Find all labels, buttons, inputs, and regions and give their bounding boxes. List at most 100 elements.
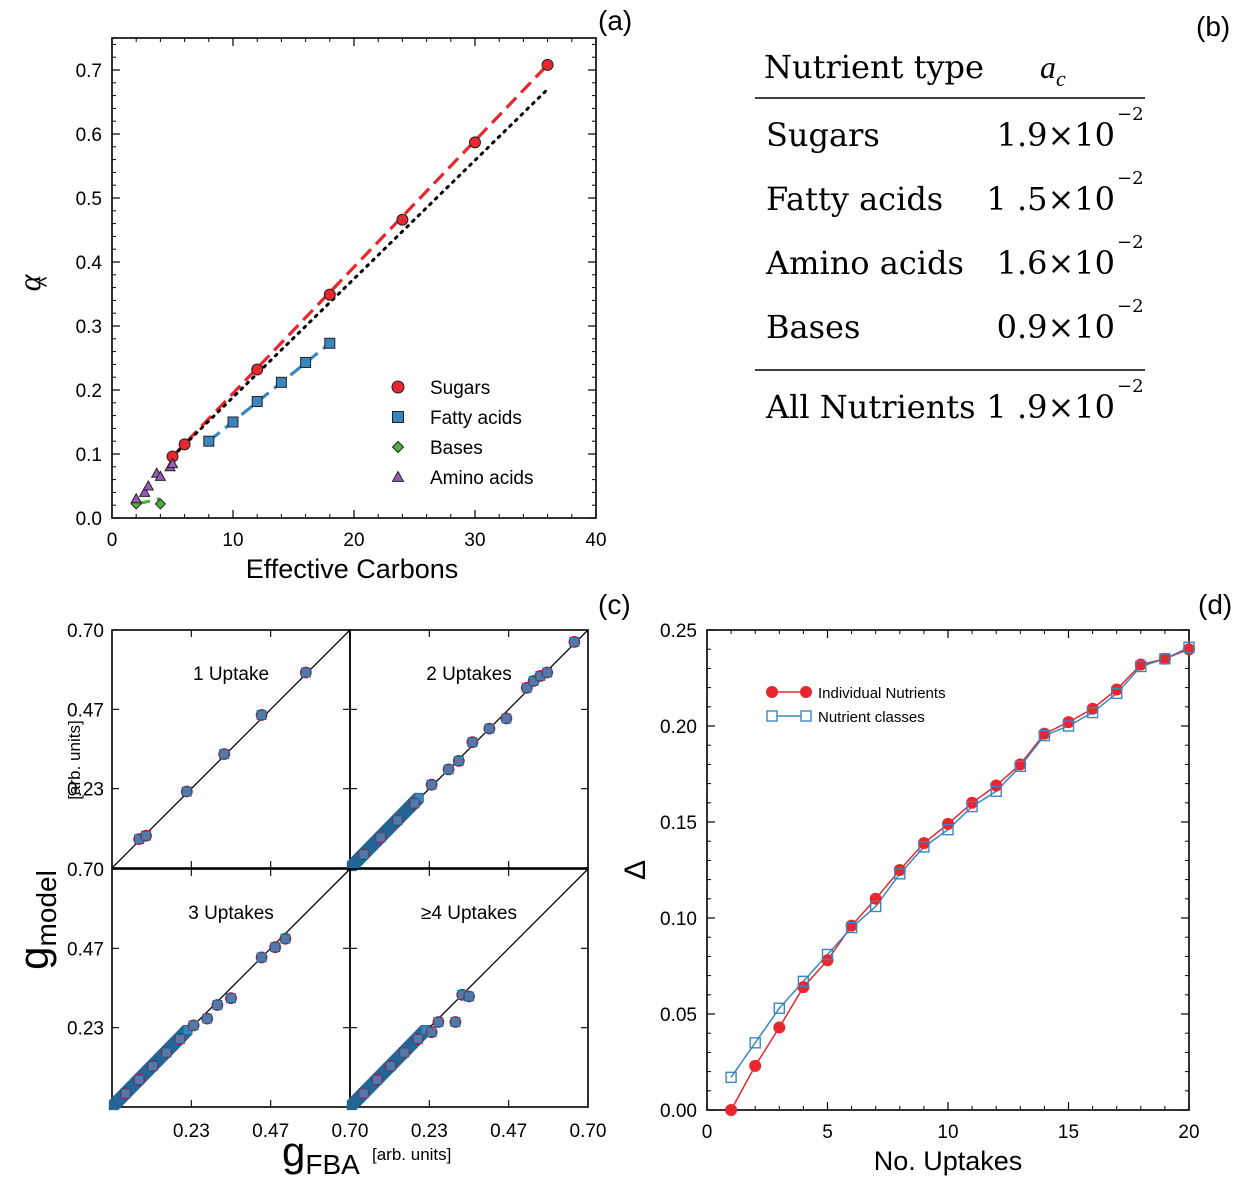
- series-line-individual: [730, 648, 1190, 1111]
- data-point-classes: [797, 975, 810, 988]
- data-point-c: [256, 952, 267, 963]
- legend-label-a: Fatty acids: [430, 408, 522, 429]
- series-line-classes: [730, 646, 1190, 1078]
- data-point-c: [256, 710, 267, 720]
- table-row-exp: −2: [1117, 232, 1144, 253]
- data-point-classes: [749, 1037, 761, 1049]
- data-point-classes: [773, 1002, 785, 1014]
- y-tick-label-c: 0.47: [67, 700, 104, 721]
- y-tick-label-d: 0.05: [660, 1005, 697, 1026]
- data-point-classes: [1038, 729, 1051, 742]
- y-tick-label-a: 0.4: [76, 253, 103, 274]
- data-point-c: [569, 637, 580, 647]
- data-point-c: [392, 815, 403, 826]
- table-row-label: Fatty acids: [766, 180, 943, 218]
- y-tick-label-d: 0.15: [660, 813, 697, 834]
- panel-label-c: (c): [598, 589, 631, 620]
- data-point-c: [372, 1074, 383, 1085]
- legend-marker-a: [391, 440, 405, 454]
- legend-marker-individual: [800, 686, 812, 698]
- x-tick-label-a: 30: [464, 530, 485, 551]
- data-point-classes: [942, 823, 954, 836]
- data-point-classes: [1086, 706, 1099, 719]
- data-point-a: [130, 492, 143, 504]
- table-footer-label: All Nutrients: [765, 388, 976, 426]
- data-point-a: [251, 396, 263, 408]
- y-axis-label-a: α: [11, 273, 47, 291]
- data-point-c: [358, 849, 369, 860]
- data-point-c: [202, 1013, 213, 1024]
- panel-label-b: (b): [1196, 11, 1230, 42]
- data-point-c: [521, 682, 532, 693]
- data-point-classes: [894, 868, 906, 880]
- x-tick-label-c: 0.70: [332, 1121, 369, 1142]
- data-point-c: [161, 1047, 172, 1058]
- data-point-c: [134, 1074, 145, 1085]
- data-point-individual: [821, 954, 834, 967]
- data-point-a: [203, 435, 215, 447]
- table-header-type: Nutrient type: [764, 48, 984, 86]
- data-point-individual: [725, 1104, 738, 1116]
- data-point-a: [154, 498, 167, 510]
- y-tick-label-c: 0.70: [67, 621, 104, 642]
- data-point-individual: [1134, 658, 1147, 671]
- data-point-c: [484, 723, 495, 734]
- legend-label-a: Amino acids: [430, 468, 534, 489]
- legend-a: Sugars Fatty acids Bases Amino acids: [391, 378, 534, 489]
- data-point-c: [385, 1061, 396, 1072]
- data-point-c: [219, 749, 230, 759]
- data-point-individual: [990, 779, 1003, 792]
- data-point-a: [469, 136, 481, 149]
- legend-label-a: Bases: [430, 438, 483, 459]
- data-point-c: [443, 764, 454, 775]
- y-tick-label-a: 0.3: [76, 317, 102, 338]
- y-tick-label-c: 0.23: [67, 780, 104, 801]
- table-row-label: Sugars: [766, 116, 880, 154]
- data-point-individual: [1110, 683, 1123, 696]
- data-point-c: [147, 1061, 158, 1072]
- x-tick-label-a: 20: [343, 530, 364, 551]
- x-tick-label-d: 20: [1178, 1122, 1199, 1143]
- y-tick-label-a: 0.5: [76, 189, 102, 210]
- y-tick-label-c: 0.47: [67, 939, 104, 960]
- data-point-a: [324, 337, 336, 349]
- table-row-value: 1 .5×10: [986, 180, 1115, 218]
- panel-b-table: (b) Nutrient type ac Sugars 1.9×10−2Fatty…: [755, 11, 1230, 426]
- data-point-individual: [797, 981, 810, 994]
- y-tick-label-c: 0.23: [67, 1019, 104, 1040]
- data-point-a: [396, 213, 409, 226]
- subplot-title-c: 3 Uptakes: [188, 903, 274, 924]
- data-point-c: [501, 713, 512, 724]
- data-point-c: [280, 933, 291, 944]
- data-point-individual: [749, 1059, 762, 1072]
- x-tick-label-d: 5: [822, 1122, 833, 1143]
- data-point-c: [212, 1000, 223, 1010]
- data-point-a: [178, 438, 191, 451]
- data-point-c: [226, 993, 236, 1004]
- subplot-frame-c: [349, 629, 589, 869]
- y-tick-label-d: 0.00: [660, 1101, 697, 1122]
- data-point-a: [166, 457, 179, 469]
- data-point-individual: [942, 817, 954, 830]
- data-point-classes: [918, 841, 930, 853]
- y-units-c: [arb. units]: [65, 720, 84, 799]
- legend-marker-individual: [766, 686, 778, 698]
- table-row-label: Bases: [766, 308, 860, 346]
- table-row-exp: −2: [1117, 296, 1144, 317]
- table-footer-value: 1 .9×10: [986, 388, 1115, 426]
- data-point-a: [142, 479, 155, 491]
- data-point-a: [227, 416, 239, 428]
- x-axis-label-d: No. Uptakes: [874, 1146, 1023, 1176]
- x-tick-label-c: 0.47: [490, 1121, 527, 1142]
- data-point-c: [141, 830, 151, 841]
- data-point-a: [275, 376, 287, 388]
- plot-frame-d: [706, 629, 1190, 1111]
- fit-line-a: [207, 342, 331, 443]
- data-point-individual: [1086, 702, 1099, 715]
- data-point-c: [542, 667, 553, 678]
- y-axis-hat-a: ^: [34, 276, 59, 287]
- data-point-classes: [966, 800, 978, 813]
- data-point-c: [450, 1017, 461, 1027]
- subplot-frame-c: [349, 868, 589, 1108]
